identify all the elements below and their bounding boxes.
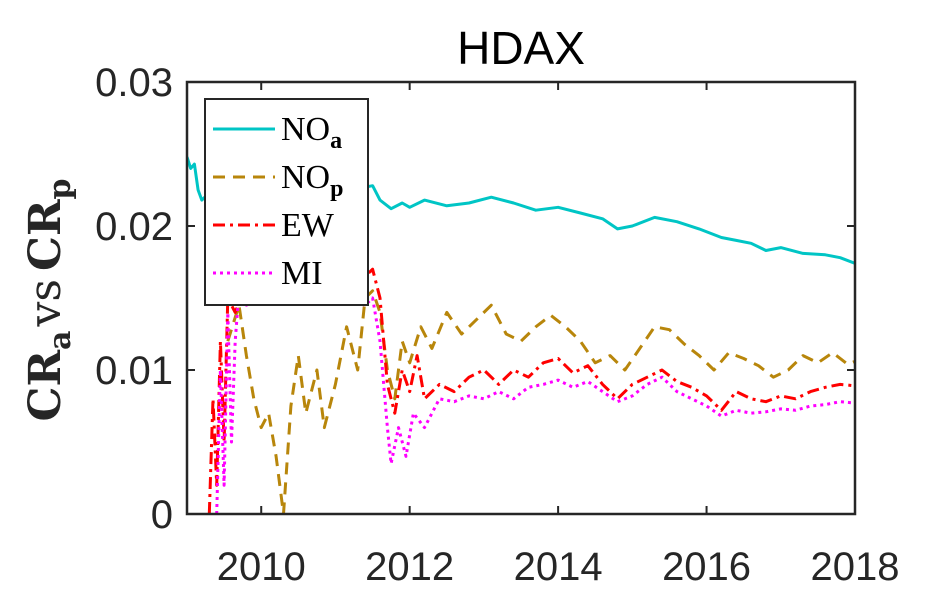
legend: NOa NOp EW MI — [204, 98, 369, 306]
y-tick-label: 0.02 — [95, 205, 173, 249]
y-label-mid: vs — [20, 279, 71, 327]
y-tick-label: 0 — [151, 493, 173, 537]
tick-layer: 2010 2012 2014 2016 2018 0 0.01 0.02 0.03 — [95, 61, 899, 589]
x-tick-label: 2010 — [217, 545, 306, 589]
y-tick-label: 0.01 — [95, 349, 173, 393]
y-tick-label: 0.03 — [95, 61, 173, 105]
x-tick-label: 2016 — [662, 545, 751, 589]
x-tick-label: 2018 — [811, 545, 900, 589]
plot-frame — [185, 80, 857, 516]
y-label-base-1: CR — [20, 350, 71, 422]
series-line-no-p — [226, 289, 855, 514]
legend-label-no-a: NOa — [281, 111, 342, 154]
y-label-sub-1: a — [43, 330, 78, 349]
chart-title: HDAX — [457, 22, 585, 74]
x-tick-label: 2012 — [365, 545, 454, 589]
x-tick-label: 2014 — [514, 545, 603, 589]
legend-label-no-p: NOp — [281, 159, 343, 202]
y-axis-label: CRavsCRp — [20, 178, 78, 421]
legend-label-mi: MI — [281, 255, 323, 292]
y-label-sub-2: p — [43, 178, 78, 199]
y-label-base-2: CR — [20, 199, 71, 271]
legend-box — [204, 98, 369, 306]
legend-label-ew: EW — [281, 207, 335, 244]
svg-text:CRavsCRp: CRavsCRp — [20, 178, 78, 421]
series-line-mi — [215, 289, 855, 514]
